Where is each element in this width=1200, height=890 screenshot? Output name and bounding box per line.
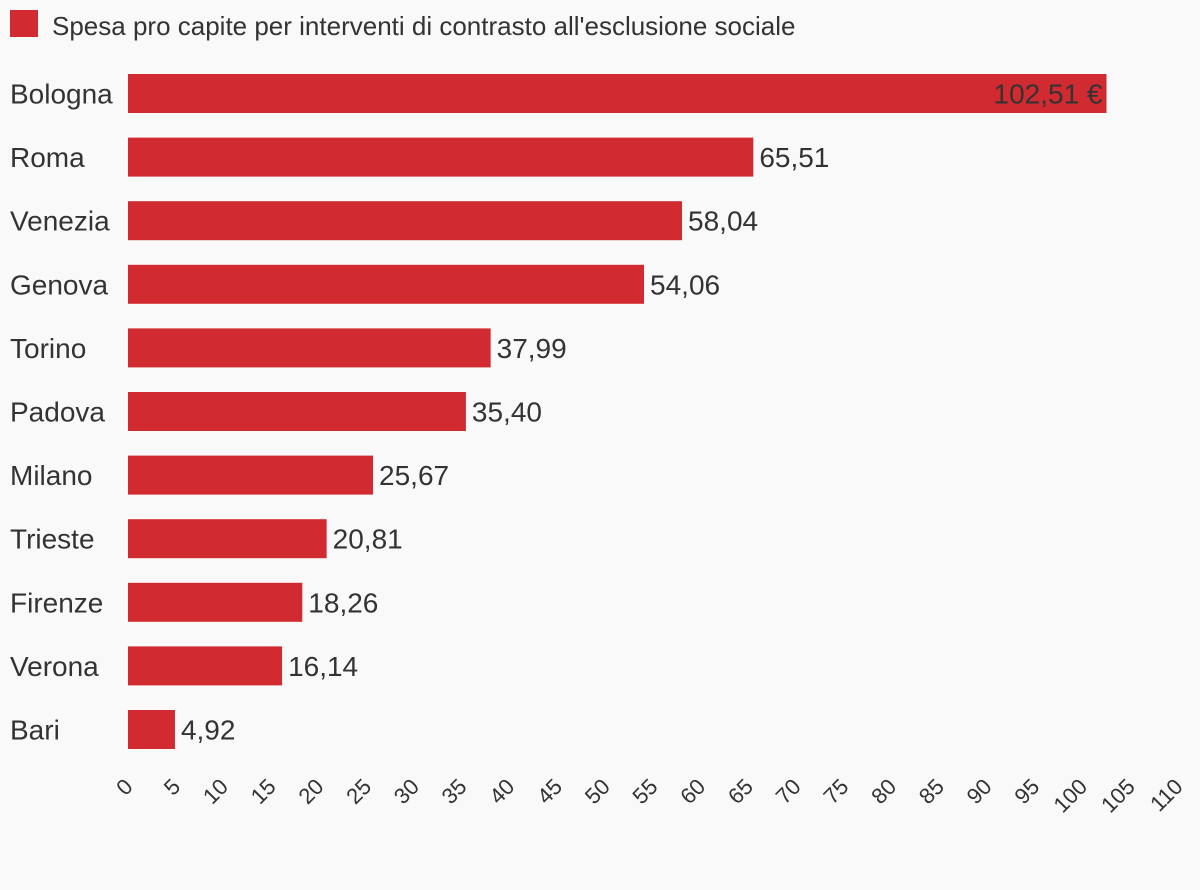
category-label-roma: Roma	[10, 142, 85, 173]
category-label-padova: Padova	[10, 397, 105, 428]
value-label-venezia: 58,04	[688, 206, 758, 237]
bar-bologna	[128, 74, 1107, 113]
bar-milano	[128, 455, 374, 495]
value-label-bologna: 102,51 €	[994, 79, 1103, 110]
x-tick-label: 55	[628, 774, 663, 809]
x-tick-label: 35	[437, 774, 472, 809]
value-label-roma: 65,51	[759, 142, 829, 173]
x-tick-label: 0	[111, 774, 137, 800]
x-tick-label: 15	[246, 774, 281, 809]
x-tick-label: 90	[962, 774, 997, 809]
x-axis-ticks: 0 5 10 15 20 25 30 35 40 45 50 55 60 65 70 75 80 85 90 95 10…	[111, 774, 1187, 818]
value-label-firenze: 18,26	[308, 587, 378, 618]
x-tick-label: 85	[914, 774, 949, 809]
category-label-verona: Verona	[10, 651, 99, 682]
x-tick-label: 95	[1009, 774, 1044, 809]
bar-firenze	[128, 582, 303, 622]
category-label-torino: Torino	[10, 333, 86, 364]
x-tick-label: 20	[293, 774, 328, 809]
bar-trieste	[128, 519, 327, 559]
value-label-padova: 35,40	[472, 397, 542, 428]
category-label-trieste: Trieste	[10, 524, 95, 555]
legend-label: Spesa pro capite per interventi di contr…	[52, 11, 796, 41]
category-label-venezia: Venezia	[10, 206, 110, 237]
bars	[128, 74, 1107, 749]
legend: Spesa pro capite per interventi di contr…	[10, 10, 796, 41]
value-label-verona: 16,14	[288, 651, 358, 682]
bar-roma	[128, 137, 754, 177]
x-tick-label: 5	[159, 774, 185, 800]
x-tick-label: 10	[198, 774, 233, 809]
bar-bari	[128, 710, 175, 749]
x-tick-label: 80	[866, 774, 901, 809]
value-label-genova: 54,06	[650, 269, 720, 300]
category-label-milano: Milano	[10, 460, 92, 491]
bar-venezia	[128, 201, 683, 241]
category-label-genova: Genova	[10, 269, 108, 300]
category-label-bari: Bari	[10, 715, 60, 746]
bar-padova	[128, 392, 466, 431]
value-label-bari: 4,92	[181, 715, 236, 746]
value-label-milano: 25,67	[379, 460, 449, 491]
category-label-firenze: Firenze	[10, 587, 103, 618]
value-label-torino: 37,99	[497, 333, 567, 364]
x-tick-label: 65	[723, 774, 758, 809]
x-tick-label: 100	[1048, 774, 1092, 818]
x-tick-label: 70	[771, 774, 806, 809]
x-tick-label: 110	[1145, 774, 1187, 816]
x-tick-label: 30	[389, 774, 424, 809]
bar-genova	[128, 264, 645, 304]
value-label-trieste: 20,81	[333, 524, 403, 555]
x-tick-label: 60	[675, 774, 710, 809]
x-tick-label: 75	[818, 774, 853, 809]
bar-verona	[128, 646, 283, 686]
legend-swatch	[10, 10, 38, 37]
category-label-bologna: Bologna	[10, 79, 113, 110]
x-tick-label: 45	[532, 774, 567, 809]
x-tick-label: 25	[341, 774, 376, 809]
category-labels: Bologna Roma Venezia Genova Torino Padova Mila…	[10, 79, 113, 746]
x-tick-label: 105	[1096, 774, 1140, 818]
value-labels: 102,51 € 65,51 58,04 54,06 37,99 35,40 25,67 20…	[181, 79, 1103, 746]
x-tick-label: 50	[580, 774, 615, 809]
bar-torino	[128, 328, 491, 368]
x-tick-label: 40	[484, 774, 519, 809]
